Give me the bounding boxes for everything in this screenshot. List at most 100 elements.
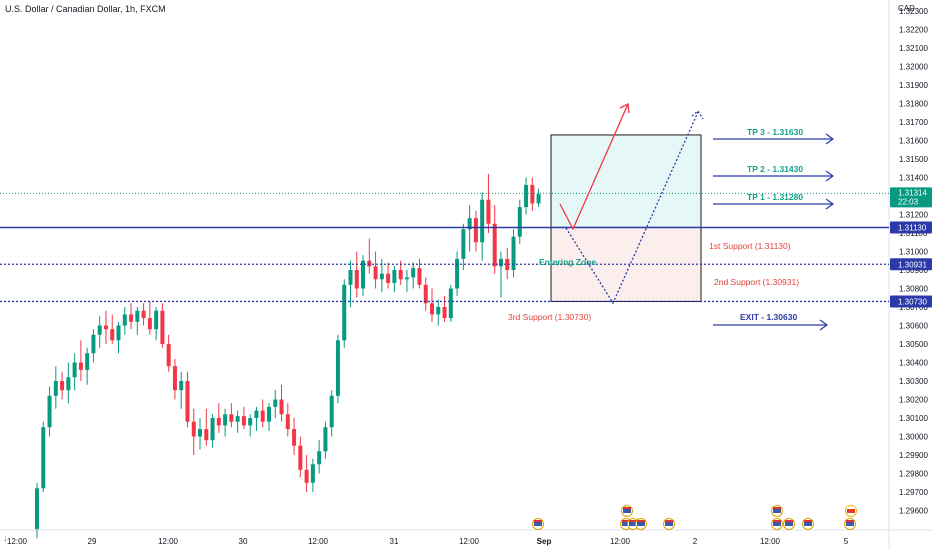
candle-body — [386, 273, 391, 283]
event-icon-stripe — [665, 520, 673, 522]
candle-body — [442, 307, 447, 319]
x-tick-label: 12:00 — [308, 537, 329, 546]
candle-body — [348, 270, 353, 285]
x-tick-label: 5 — [844, 537, 849, 546]
candle-body — [411, 268, 416, 278]
candle-body — [185, 381, 190, 422]
x-tick-label: 2 — [693, 537, 698, 546]
y-tick-label: 1.30700 — [899, 303, 928, 312]
event-icon-stripe — [622, 520, 630, 522]
support-label-2: 2nd Support (1.30931) — [714, 277, 799, 287]
support-label-1: 1st Support (1.31130) — [709, 241, 791, 251]
arrow-right-icon — [819, 319, 829, 331]
candle-body — [323, 427, 328, 452]
entering-zone-label: Entering Zone — [539, 257, 596, 267]
y-tick-label: 1.30400 — [899, 359, 928, 368]
event-icon-band — [846, 522, 854, 526]
event-icon-stripe — [629, 520, 637, 522]
arrow-up-icon — [619, 103, 630, 114]
candle-body — [198, 429, 203, 437]
event-icon-stripe — [773, 520, 781, 522]
candle-body — [85, 353, 90, 370]
candle-body — [135, 310, 140, 322]
candle-body — [260, 410, 265, 422]
candle-body — [467, 218, 472, 230]
y-tick-label: 1.32300 — [899, 7, 928, 16]
chart-title: U.S. Dollar / Canadian Dollar, 1h, FXCM — [5, 4, 166, 14]
y-tick-label: 1.31600 — [899, 137, 928, 146]
candle-body — [492, 223, 497, 267]
candle-body — [66, 377, 71, 391]
event-icon-band — [804, 522, 812, 526]
candle-body — [141, 310, 146, 319]
y-tick-label: 1.29700 — [899, 488, 928, 497]
y-tick-label: 1.31700 — [899, 118, 928, 127]
candle-body — [72, 362, 77, 378]
candle-body — [461, 229, 466, 259]
y-tick-label: 1.31500 — [899, 155, 928, 164]
y-tick-label: 1.31200 — [899, 211, 928, 220]
candle-body — [210, 418, 215, 441]
event-icon-band — [785, 522, 793, 526]
event-icon-band — [534, 522, 542, 526]
candle-body — [47, 395, 52, 428]
y-tick-label: 1.32200 — [899, 26, 928, 35]
candle-body — [53, 381, 58, 396]
y-tick-label: 1.31800 — [899, 100, 928, 109]
candle-body — [160, 310, 165, 344]
event-icon-band — [665, 522, 673, 526]
candle-body — [154, 310, 159, 330]
level-badge-2 — [890, 258, 932, 271]
candle-body — [78, 362, 83, 370]
candle-body — [147, 318, 152, 330]
candle-body — [373, 266, 378, 280]
event-icon-band — [623, 509, 631, 513]
candle-body — [486, 199, 491, 224]
candle-body — [498, 258, 503, 267]
y-tick-label: 1.30600 — [899, 322, 928, 331]
profit-zone — [550, 134, 702, 228]
y-tick-label: 1.31000 — [899, 248, 928, 257]
support-label-3: 3rd Support (1.30730) — [508, 312, 591, 322]
candle-body — [436, 307, 441, 315]
candle-body — [310, 464, 315, 483]
current-price-value: 1.31314 — [898, 188, 927, 197]
us-flag-icon — [771, 505, 783, 517]
us-flag-icon — [771, 518, 783, 530]
us-flag-icon — [621, 505, 633, 517]
tp-label-1: TP 3 - 1.31630 — [747, 127, 803, 137]
level-badge-1 — [890, 221, 932, 234]
level-badge-value: 1.31130 — [898, 223, 927, 232]
y-tick-label: 1.31900 — [899, 81, 928, 90]
candle-body — [473, 218, 478, 243]
level-badge-3 — [890, 295, 932, 308]
candle-body — [480, 199, 485, 243]
y-tick-label: 1.31400 — [899, 174, 928, 183]
candle-body — [404, 277, 409, 280]
candle-body — [329, 395, 334, 428]
event-icon-stripe — [637, 520, 645, 522]
ca-flag-icon — [845, 505, 857, 517]
x-tick-label: 12:00 — [7, 537, 28, 546]
candle-body — [367, 260, 372, 267]
candle-body — [235, 416, 240, 422]
arrow-right-icon — [825, 133, 835, 145]
y-tick-label: 1.30900 — [899, 266, 928, 275]
y-tick-label: 1.30100 — [899, 414, 928, 423]
candle-body — [361, 260, 366, 289]
candle-body — [122, 314, 127, 326]
y-tick-label: 1.29800 — [899, 470, 928, 479]
candle-body — [103, 325, 108, 330]
arrow-right-icon — [825, 198, 835, 210]
candle-body — [110, 329, 115, 341]
candle-body — [455, 258, 460, 289]
candle-body — [172, 366, 177, 391]
candle-body — [298, 445, 303, 470]
candle-body — [505, 258, 510, 270]
candle-body — [524, 184, 529, 208]
x-tick-label: 12:00 — [459, 537, 480, 546]
candle-body — [423, 284, 428, 304]
candle-body — [223, 414, 228, 426]
candle-body — [292, 429, 297, 446]
